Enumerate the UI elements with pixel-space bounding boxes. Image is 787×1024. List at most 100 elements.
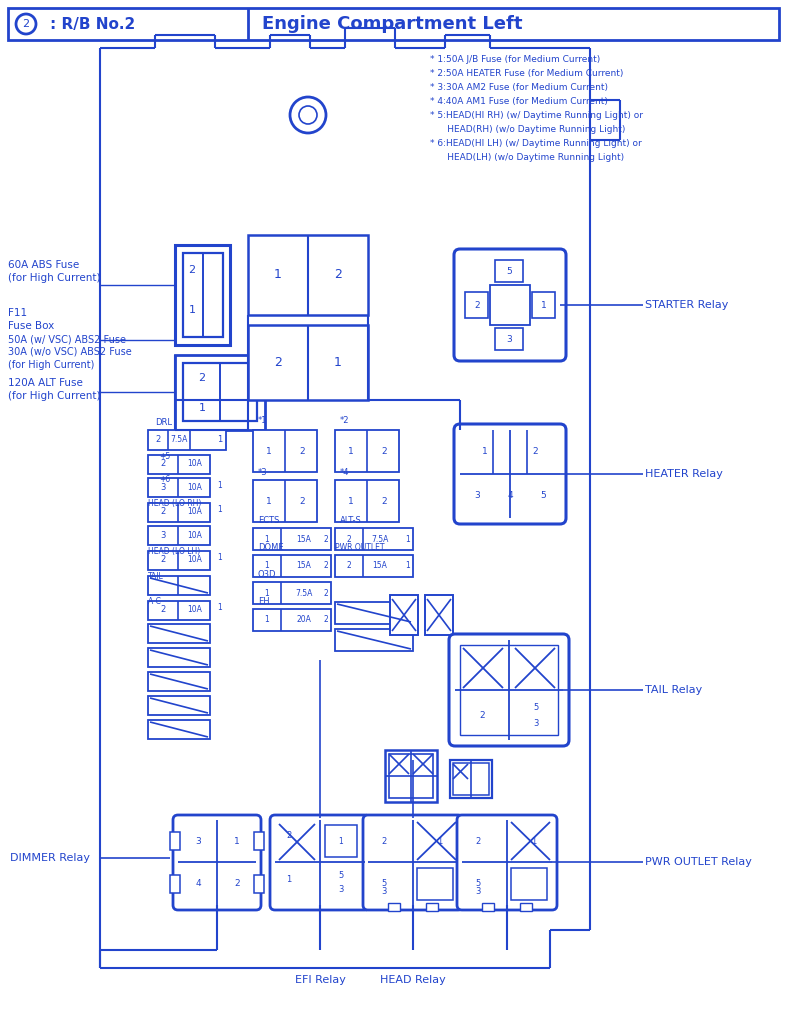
Text: * 3:30A AM2 Fuse (for Medium Current): * 3:30A AM2 Fuse (for Medium Current) xyxy=(430,83,608,92)
Bar xyxy=(253,430,317,472)
Text: HEAD (LO RH): HEAD (LO RH) xyxy=(148,499,201,508)
Bar xyxy=(453,763,489,795)
Text: 7.5A: 7.5A xyxy=(170,435,187,444)
Text: 2: 2 xyxy=(198,373,205,383)
Text: PWR OUTLET Relay: PWR OUTLET Relay xyxy=(645,857,752,867)
Bar xyxy=(532,292,555,318)
Bar xyxy=(148,551,210,570)
Text: 2: 2 xyxy=(161,508,165,516)
Text: 1: 1 xyxy=(264,535,269,544)
Text: DIMMER Relay: DIMMER Relay xyxy=(10,853,90,863)
Bar xyxy=(183,253,223,337)
Bar xyxy=(183,362,257,421)
Text: EH: EH xyxy=(258,597,270,606)
Text: 3: 3 xyxy=(195,837,201,846)
Text: HEAD Relay: HEAD Relay xyxy=(380,975,446,985)
Bar xyxy=(490,285,530,325)
Bar xyxy=(148,575,210,595)
Bar xyxy=(495,260,523,282)
Bar xyxy=(248,325,368,400)
Text: * 1:50A J/B Fuse (for Medium Current): * 1:50A J/B Fuse (for Medium Current) xyxy=(430,55,600,63)
Text: Engine Compartment Left: Engine Compartment Left xyxy=(262,15,523,33)
Text: HEAD (LO LH): HEAD (LO LH) xyxy=(148,547,200,556)
Text: 1: 1 xyxy=(482,447,488,457)
Text: 15A: 15A xyxy=(297,561,312,570)
Bar xyxy=(335,430,399,472)
Text: 10A: 10A xyxy=(187,482,202,492)
Text: 1: 1 xyxy=(189,305,195,315)
Text: 10A: 10A xyxy=(187,460,202,469)
Text: 2: 2 xyxy=(323,535,328,544)
Bar xyxy=(148,672,210,691)
Bar xyxy=(254,874,264,893)
Text: 1: 1 xyxy=(266,446,272,456)
Bar xyxy=(148,696,210,715)
Text: 2: 2 xyxy=(532,447,538,457)
Text: (for High Current): (for High Current) xyxy=(8,273,101,283)
Bar xyxy=(425,595,453,635)
Text: DOME: DOME xyxy=(258,543,283,552)
Text: 2: 2 xyxy=(475,300,480,309)
Text: 2: 2 xyxy=(323,589,328,597)
Text: 2: 2 xyxy=(346,561,351,570)
Bar xyxy=(385,750,437,802)
Text: 3: 3 xyxy=(534,719,538,727)
Text: 2: 2 xyxy=(235,879,240,888)
Text: 10A: 10A xyxy=(187,508,202,516)
Text: 20A: 20A xyxy=(297,615,312,625)
Text: 1: 1 xyxy=(286,876,292,885)
Text: (for High Current): (for High Current) xyxy=(8,360,94,370)
Bar xyxy=(148,430,226,450)
Text: 5: 5 xyxy=(338,870,344,880)
Text: 2: 2 xyxy=(274,355,282,369)
Text: 1: 1 xyxy=(264,615,269,625)
Bar xyxy=(248,234,368,315)
Bar xyxy=(253,480,317,522)
Text: 1: 1 xyxy=(217,435,223,444)
Text: 2: 2 xyxy=(161,460,165,469)
Text: 3: 3 xyxy=(161,530,166,540)
Bar xyxy=(325,825,357,857)
Bar xyxy=(520,903,532,911)
Text: * 5:HEAD(HI RH) (w/ Daytime Running Light) or: * 5:HEAD(HI RH) (w/ Daytime Running Ligh… xyxy=(430,111,643,120)
Text: 2: 2 xyxy=(23,19,30,29)
Bar xyxy=(460,645,558,735)
Text: 3: 3 xyxy=(338,886,344,895)
Text: 2: 2 xyxy=(346,535,351,544)
FancyBboxPatch shape xyxy=(457,815,557,910)
Bar xyxy=(465,292,488,318)
Text: 1: 1 xyxy=(348,497,354,506)
Text: 1: 1 xyxy=(274,268,282,282)
Text: 5: 5 xyxy=(475,879,481,888)
Text: 2: 2 xyxy=(299,446,305,456)
FancyBboxPatch shape xyxy=(270,815,370,910)
Bar xyxy=(148,720,210,739)
Bar xyxy=(148,503,210,522)
Text: 2: 2 xyxy=(475,837,481,846)
Text: 3: 3 xyxy=(161,482,166,492)
Text: EFI Relay: EFI Relay xyxy=(294,975,345,985)
Text: 5: 5 xyxy=(382,879,386,888)
Text: HEAD(LH) (w/o Daytime Running Light): HEAD(LH) (w/o Daytime Running Light) xyxy=(430,153,624,162)
Bar xyxy=(148,478,210,497)
Text: TAIL: TAIL xyxy=(148,572,164,581)
Text: DRL: DRL xyxy=(155,418,172,427)
Text: 10A: 10A xyxy=(187,605,202,614)
Text: 1: 1 xyxy=(405,561,410,570)
Text: 2: 2 xyxy=(323,561,328,570)
Text: 2: 2 xyxy=(381,497,387,506)
Text: 2: 2 xyxy=(323,615,328,625)
Bar xyxy=(253,609,331,631)
Text: 1: 1 xyxy=(334,355,342,369)
Bar xyxy=(335,528,413,550)
Text: 1: 1 xyxy=(218,506,223,514)
Text: *2: *2 xyxy=(340,416,349,425)
Text: 1: 1 xyxy=(541,300,547,309)
Text: * 6:HEAD(HI LH) (w/ Daytime Running Light) or: * 6:HEAD(HI LH) (w/ Daytime Running Ligh… xyxy=(430,139,641,148)
Text: 2: 2 xyxy=(299,497,305,506)
Text: 1: 1 xyxy=(405,535,410,544)
Bar xyxy=(253,555,331,577)
Text: 15A: 15A xyxy=(297,535,312,544)
Bar xyxy=(482,903,494,911)
Bar xyxy=(170,874,180,893)
